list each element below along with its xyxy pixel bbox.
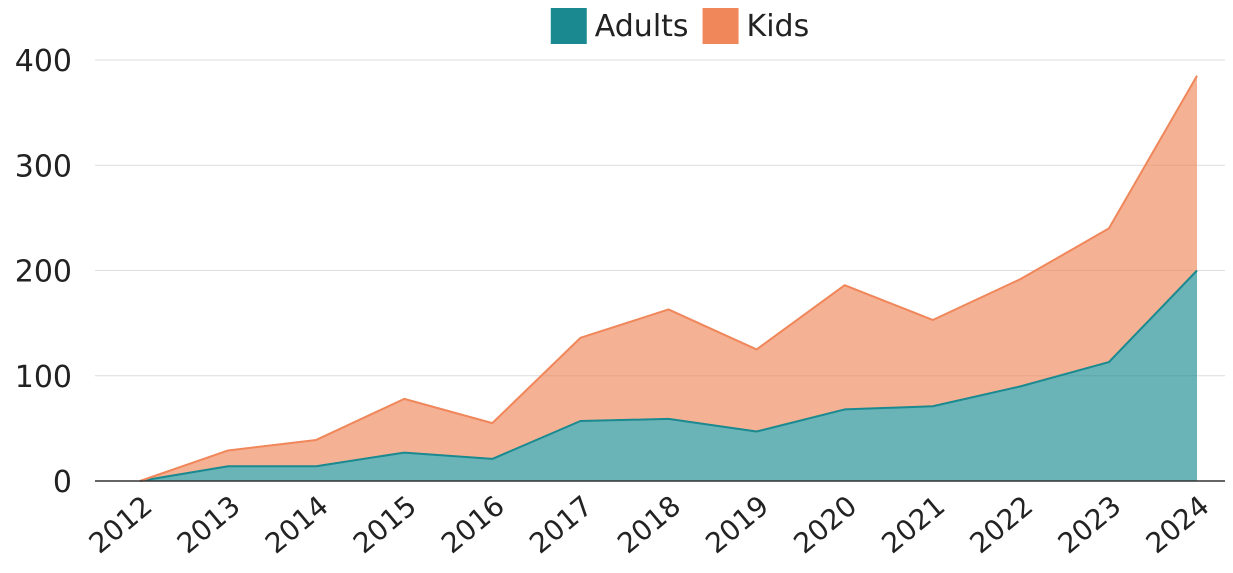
y-tick-labels: 0 100 200 300 400 [15, 44, 72, 500]
x-tick-label-2015: 2015 [347, 489, 423, 560]
area-adults [140, 270, 1197, 481]
x-tick-label-2013: 2013 [171, 489, 247, 560]
legend-swatch-kids [702, 8, 739, 44]
x-tick-label-2023: 2023 [1052, 489, 1128, 560]
x-tick-label-2020: 2020 [787, 489, 863, 560]
legend-label-kids: Kids [747, 9, 810, 44]
area-kids [140, 75, 1197, 481]
x-tick-label-2012: 2012 [83, 489, 159, 560]
y-tick-label-100: 100 [15, 360, 72, 395]
x-tick-labels: 2012 2013 2014 2015 2016 2017 2018 2019 2020 2021… [83, 489, 1216, 560]
series-lines [139, 75, 1198, 482]
x-tick-label-2016: 2016 [435, 489, 511, 560]
x-tick-label-2021: 2021 [875, 489, 951, 560]
x-tick-label-2022: 2022 [964, 489, 1040, 560]
legend: Adults Kids [550, 8, 810, 44]
legend-label-adults: Adults [595, 9, 689, 44]
x-tick-label-2019: 2019 [699, 489, 775, 560]
y-tick-label-0: 0 [53, 465, 72, 500]
legend-swatch-adults [550, 8, 587, 44]
x-tick-label-2017: 2017 [523, 489, 599, 560]
y-tick-label-400: 400 [15, 44, 72, 79]
x-tick-label-2024: 2024 [1140, 489, 1216, 560]
y-tick-label-200: 200 [15, 255, 72, 290]
y-tick-label-300: 300 [15, 149, 72, 184]
line-kids [139, 75, 1198, 482]
line-adults [139, 269, 1198, 482]
area-series [140, 75, 1197, 481]
x-tick-label-2018: 2018 [611, 489, 687, 560]
x-tick-label-2014: 2014 [259, 489, 335, 560]
